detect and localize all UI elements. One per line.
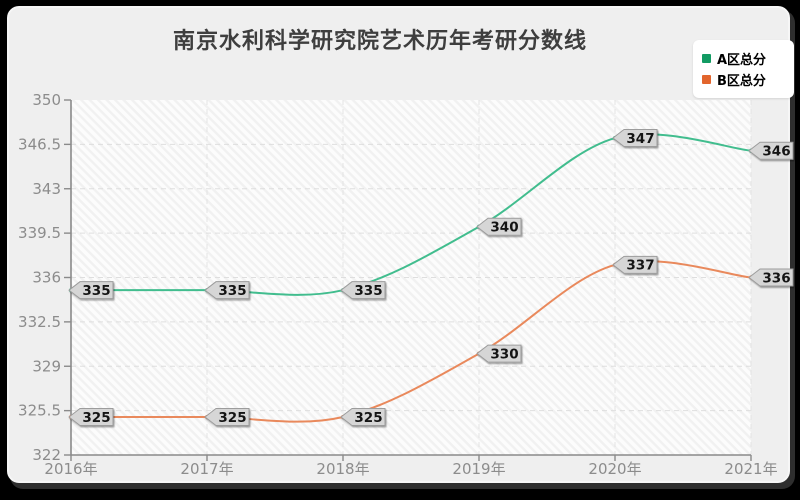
- x-tick-label: 2020年: [588, 460, 641, 478]
- x-tick-label: 2018年: [316, 460, 369, 478]
- data-label-badge: [68, 281, 114, 300]
- data-label: 347: [626, 131, 654, 147]
- data-label: 335: [354, 283, 382, 299]
- data-label: 330: [490, 346, 518, 362]
- data-label: 335: [82, 283, 110, 299]
- data-label-badge: [68, 407, 114, 426]
- data-label-badge: [476, 344, 522, 363]
- y-tick-label: 322: [32, 446, 61, 464]
- legend-item-b[interactable]: B区总分: [702, 70, 794, 89]
- data-label-badge: [340, 407, 386, 426]
- data-label-badge: [476, 217, 522, 236]
- data-label-badge: [204, 281, 250, 300]
- data-label-badge: [748, 268, 794, 287]
- legend-label-a: A区总分: [717, 53, 767, 68]
- y-tick-label: 350: [32, 91, 61, 109]
- data-label-badge: [612, 255, 658, 274]
- data-label: 325: [82, 410, 110, 426]
- x-tick-label: 2021年: [724, 460, 777, 478]
- legend-item-a[interactable]: A区总分: [702, 49, 794, 68]
- legend-swatch-b-icon: [702, 75, 711, 84]
- plot-area: [71, 100, 751, 455]
- legend-label-b: B区总分: [717, 74, 766, 89]
- x-tick-label: 2019年: [452, 460, 505, 478]
- data-label-badge: [340, 281, 386, 300]
- x-tick-label: 2016年: [44, 460, 97, 478]
- y-tick-label: 336: [32, 269, 61, 287]
- x-tick-label: 2017年: [180, 460, 233, 478]
- data-label-badge: [204, 407, 250, 426]
- data-label: 325: [218, 410, 246, 426]
- y-tick-label: 339.5: [18, 224, 61, 242]
- data-label-badge: [748, 141, 794, 160]
- chart-title: 南京水利科学研究院艺术历年考研分数线: [172, 29, 587, 54]
- y-tick-label: 332.5: [18, 313, 61, 331]
- y-tick-label: 346.5: [18, 135, 61, 153]
- data-label: 336: [762, 270, 790, 286]
- data-label: 340: [490, 220, 518, 236]
- legend: A区总分 B区总分: [693, 40, 794, 98]
- data-label-badge: [612, 129, 658, 148]
- data-label: 335: [218, 283, 246, 299]
- data-label: 325: [354, 410, 382, 426]
- y-tick-label: 325.5: [18, 402, 61, 420]
- data-label: 337: [626, 258, 654, 274]
- legend-swatch-a-icon: [702, 54, 711, 63]
- data-label: 346: [762, 144, 790, 160]
- y-tick-label: 343: [32, 180, 61, 198]
- y-tick-label: 329: [32, 357, 61, 375]
